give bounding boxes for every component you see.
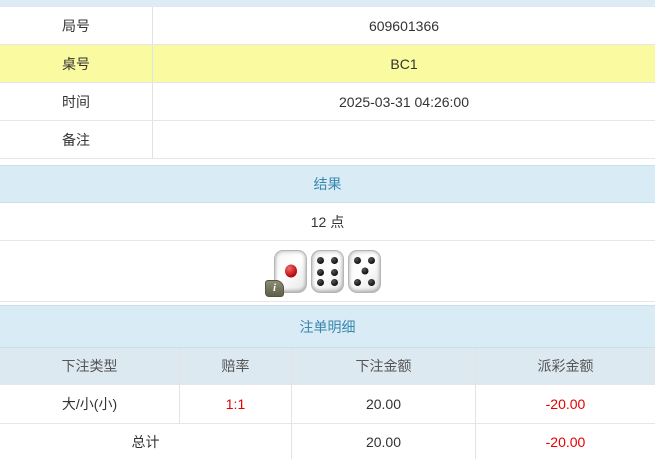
die-2 — [311, 249, 344, 293]
die-pip — [354, 278, 361, 286]
die-pip — [331, 268, 338, 276]
total-label-cell: 总计 — [0, 424, 292, 459]
bets-section-header: 注单明细 — [0, 305, 655, 348]
die-pip — [317, 256, 324, 264]
die-pip — [284, 264, 297, 278]
bet-amount-cell: 20.00 — [292, 385, 476, 423]
die-pip — [331, 278, 338, 286]
round-info-table: 局号 609601366 桌号 BC1 时间 2025-03-31 04:26:… — [0, 7, 655, 159]
odds-cell: 1:1 — [180, 385, 292, 423]
table-number-value: BC1 — [390, 55, 418, 72]
die-3 — [348, 249, 381, 293]
col-header-odds: 赔率 — [180, 348, 292, 384]
remark-label: 备注 — [0, 121, 153, 158]
bets-table-header-row: 下注类型 赔率 下注金额 派彩金额 — [0, 348, 655, 385]
bet-type-cell: 大/小(小) — [0, 385, 180, 423]
die-pip — [368, 278, 375, 286]
time-value: 2025-03-31 04:26:00 — [339, 93, 469, 110]
die-pip — [354, 256, 361, 264]
total-payout-cell: -20.00 — [545, 433, 586, 450]
die-pip — [331, 256, 338, 264]
table-row: 备注 — [0, 121, 655, 159]
info-icon[interactable]: i — [265, 279, 284, 297]
col-header-bet-type: 下注类型 — [0, 348, 180, 384]
round-number-label: 局号 — [0, 7, 153, 44]
die-pip — [361, 267, 368, 275]
table-row: 大/小(小) 1:1 20.00 -20.00 — [0, 385, 655, 424]
col-header-payout: 派彩金额 — [537, 358, 594, 374]
result-section-header: 结果 — [0, 165, 655, 203]
top-divider-strip — [0, 0, 655, 7]
payout-cell: -20.00 — [545, 396, 586, 412]
round-number-value: 609601366 — [368, 17, 440, 34]
die-pip — [317, 268, 324, 276]
die-1: i — [265, 249, 307, 297]
table-row: 时间 2025-03-31 04:26:00 — [0, 83, 655, 121]
table-row: 桌号 BC1 — [0, 45, 655, 83]
die-pip — [317, 278, 324, 286]
col-header-bet-amount: 下注金额 — [292, 348, 476, 384]
total-row: 总计 20.00 -20.00 — [0, 424, 655, 459]
dice-row: i — [0, 241, 655, 302]
die-pip — [368, 256, 375, 264]
total-amount-cell: 20.00 — [292, 424, 476, 459]
time-label: 时间 — [0, 83, 153, 120]
table-row: 局号 609601366 — [0, 7, 655, 45]
result-section: 结果 12 点 i — [0, 165, 655, 302]
remark-value — [153, 121, 655, 158]
points-text: 12 点 — [0, 203, 655, 241]
table-number-label: 桌号 — [0, 45, 153, 82]
bets-section: 注单明细 下注类型 赔率 下注金额 派彩金额 大/小(小) 1:1 20.00 … — [0, 305, 655, 459]
